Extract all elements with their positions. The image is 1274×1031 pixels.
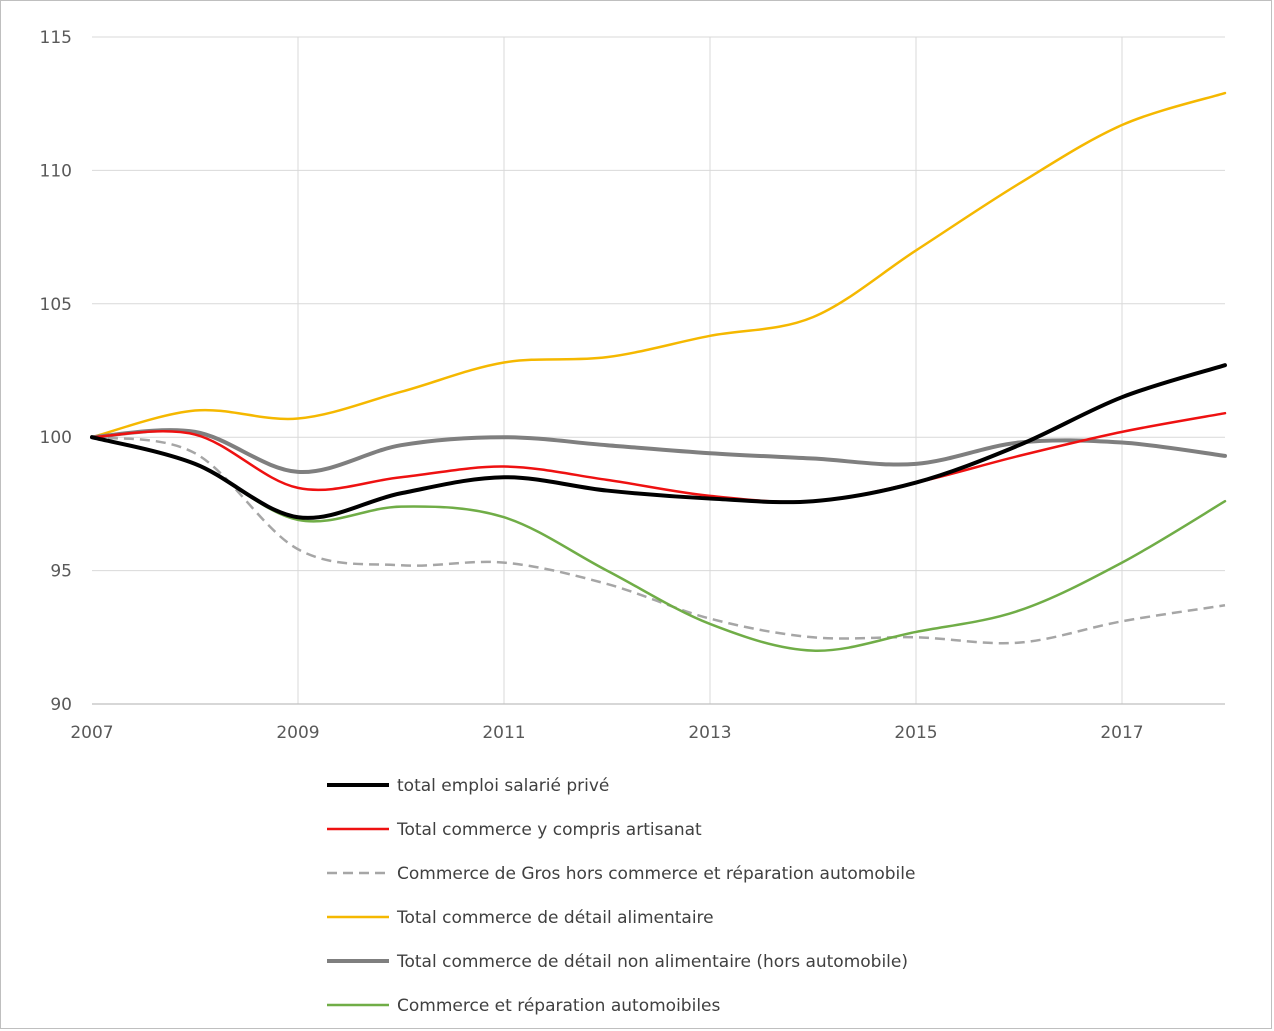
- x-tick-label: 2009: [276, 723, 319, 743]
- legend: total emploi salarié privé Total commerce…: [327, 776, 915, 1016]
- legend-item-3: Total commerce de détail alimentaire: [327, 908, 714, 928]
- x-tick-label: 2015: [894, 723, 937, 743]
- legend-item-0: total emploi salarié privé: [327, 776, 609, 796]
- x-tick-label: 2017: [1100, 723, 1143, 743]
- legend-label: total emploi salarié privé: [397, 776, 609, 796]
- y-tick-label: 95: [50, 562, 72, 582]
- series-line-1: [90, 411, 1227, 504]
- axes: 90 95 100 105 110 115 2007 2009 2011 2013 2015 2017: [40, 28, 1225, 743]
- grid: [92, 36, 1225, 704]
- legend-label: Total commerce de détail non alimentaire…: [396, 952, 908, 972]
- legend-item-2: Commerce de Gros hors commerce et répara…: [327, 864, 915, 884]
- legend-label: Commerce et réparation automoibiles: [397, 996, 721, 1016]
- series-line-3: [90, 91, 1227, 439]
- x-tick-label: 2007: [70, 723, 113, 743]
- series-line-5: [90, 435, 1227, 652]
- series-line-4: [90, 428, 1227, 474]
- y-tick-label: 90: [50, 695, 72, 715]
- y-tick-label: 115: [40, 28, 72, 48]
- y-tick-label: 110: [40, 161, 72, 181]
- series-line-2: [91, 435, 1226, 645]
- y-tick-label: 100: [40, 428, 72, 448]
- legend-label: Total commerce de détail alimentaire: [396, 908, 714, 928]
- legend-item-1: Total commerce y compris artisanat: [327, 820, 702, 840]
- legend-label: Commerce de Gros hors commerce et répara…: [397, 864, 915, 884]
- y-tick-label: 105: [40, 295, 72, 315]
- legend-item-4: Total commerce de détail non alimentaire…: [327, 952, 908, 972]
- legend-label: Total commerce y compris artisanat: [396, 820, 702, 840]
- series-lines: [90, 91, 1227, 652]
- x-tick-label: 2013: [688, 723, 731, 743]
- series-line-0: [90, 363, 1227, 520]
- legend-item-5: Commerce et réparation automoibiles: [327, 996, 721, 1016]
- x-tick-label: 2011: [482, 723, 525, 743]
